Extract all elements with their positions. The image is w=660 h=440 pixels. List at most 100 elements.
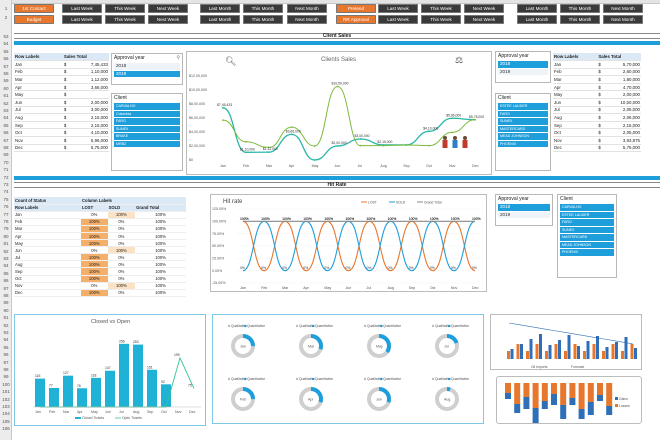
slicer-item-mrbz[interactable]: MRBZ (114, 140, 180, 147)
legend-label: Qualitative (299, 324, 315, 328)
client-slicer-right[interactable]: Client ESTEE LAUDER FARO SUNEX MASTERCARD ME… (495, 93, 551, 171)
gain-bar (597, 383, 603, 395)
slicer-item-mead-johnson[interactable]: MEAD JOHNSON (560, 241, 614, 248)
table-row: Nov 0% 100% 100% (14, 282, 186, 290)
client-slicer-hit[interactable]: Client CARVALHO ESTEE LAUDER FARO SUNEX MAST… (557, 194, 617, 278)
approval-year-slicer-right[interactable]: Approval year 2018 2019 (495, 51, 551, 83)
slicer-item-mastercard[interactable]: MASTERCARD (560, 234, 614, 241)
filter-button-next-month[interactable]: Next Month (287, 15, 327, 24)
mini-bar (516, 344, 520, 359)
filter-button-last-month[interactable]: Last Month (517, 15, 557, 24)
filter-button-last-week[interactable]: Last Week (378, 4, 418, 13)
slicer-item-faro[interactable]: FARO (114, 118, 180, 125)
filter-button-last-week[interactable]: Last Week (62, 4, 102, 13)
slicer-item-columbia[interactable]: Columbia (114, 110, 180, 117)
legend-label: Quantitative (315, 377, 333, 381)
filter-button-1st-contact[interactable]: 1st Contact (14, 4, 54, 13)
legend-swatch (243, 324, 247, 328)
slicer-item-estee-lauder[interactable]: ESTEE LAUDER (560, 211, 614, 218)
client-slicer-left[interactable]: Client CARVALHO Columbia FARO SUNEX BRAKE MRB… (111, 93, 183, 171)
slicer-item-mead-johnson[interactable]: MEAD JOHNSON (498, 133, 548, 140)
table-cell: $ (597, 121, 605, 130)
data-label: 100% (303, 217, 312, 221)
slicer-item-sunex[interactable]: SUNEX (498, 118, 548, 125)
filter-button-this-week[interactable]: This Week (421, 15, 461, 24)
filter-button-rr-approval[interactable]: RR Approval (336, 15, 376, 24)
data-label: 115 (35, 374, 41, 378)
slicer-item-sunex[interactable]: SUNEX (114, 125, 180, 132)
slicer-item-sunex[interactable]: SUNEX (560, 226, 614, 233)
approval-year-slicer-left[interactable]: Approval year 2018 2019 ⚲ (111, 53, 183, 85)
filter-button-next-month[interactable]: Next Month (287, 4, 327, 13)
mini-bar (577, 346, 580, 359)
filter-button-this-month[interactable]: This Month (243, 15, 283, 24)
x-tick-label: Nov (449, 164, 456, 168)
data-label: 0% (303, 266, 308, 270)
right-sales-pivot: Row Labels Sales Total Jan $5,70,000 Feb $2,6… (553, 53, 641, 153)
filter-button-this-month[interactable]: This Month (560, 4, 600, 13)
filter-button-last-week[interactable]: Last Week (62, 15, 102, 24)
y-tick-label: -25.00% (212, 281, 226, 285)
filter-button-budget[interactable]: Budget (14, 15, 54, 24)
filter-button-next-month[interactable]: Next Month (603, 15, 643, 24)
slicer-item-faro[interactable]: FARO (498, 110, 548, 117)
slicer-item-faro[interactable]: FARO (560, 219, 614, 226)
table-cell: 2,15,000 (71, 113, 109, 122)
filter-button-this-week[interactable]: This Week (421, 4, 461, 13)
legend-swatch (227, 377, 231, 381)
table-cell: Aug (14, 260, 81, 269)
filter-button-this-week[interactable]: This Week (105, 15, 145, 24)
x-tick-label: Feb (243, 164, 249, 168)
slicer-item-2019[interactable]: 2019 (498, 211, 550, 218)
table-cell: 0% (107, 267, 136, 276)
legend-swatch (363, 377, 367, 381)
x-tick-label: Jun (345, 286, 351, 290)
filter-button-last-week[interactable]: Last Week (378, 15, 418, 24)
slicer-item-2018[interactable]: 2018 (498, 204, 550, 211)
data-label: 100% (409, 217, 418, 221)
table-cell: 100% (80, 218, 108, 226)
filter-button-next-week[interactable]: Next Week (148, 15, 188, 24)
row-number: 97 (3, 359, 9, 365)
table-cell: Mar (14, 75, 63, 84)
slicer-item-carvalho[interactable]: CARVALHO (114, 103, 180, 110)
table-cell: 100% (80, 260, 108, 269)
sales-point (359, 138, 362, 140)
filter-button-this-month[interactable]: This Month (243, 4, 283, 13)
slicer-item-mastercard[interactable]: MASTERCARD (498, 125, 548, 132)
filter-icon[interactable]: ⚲ (176, 55, 180, 61)
mini-bar (605, 347, 609, 359)
table-cell: $ (597, 68, 605, 77)
table-cell: Apr (553, 83, 598, 92)
column-header: Column Labels (80, 197, 186, 205)
slicer-item-phoenix[interactable]: PHOENIX (560, 249, 614, 256)
table-cell: $ (597, 60, 605, 69)
filter-button-last-month[interactable]: Last Month (517, 4, 557, 13)
y-tick-label: $6,00,000 (189, 116, 205, 120)
slicer-item-2019[interactable]: 2019 (498, 68, 548, 75)
slicer-item-2018[interactable]: 2018 (114, 63, 180, 70)
data-label: $2,00,000 (332, 141, 347, 145)
slicer-item-phoenix[interactable]: PHOENIX (498, 140, 548, 147)
filter-button-next-month[interactable]: Next Month (603, 4, 643, 13)
row-number: 1 (4, 6, 8, 11)
legend-label: Qualitative (435, 377, 451, 381)
slicer-item-estee-lauder[interactable]: ESTEE LAUDER (498, 103, 548, 110)
data-label: 0% (451, 266, 456, 270)
filter-button-next-week[interactable]: Next Week (464, 15, 504, 24)
filter-button-next-week[interactable]: Next Week (464, 4, 504, 13)
filter-button-last-month[interactable]: Last Month (200, 15, 240, 24)
filter-button-pretend[interactable]: Pretend (336, 4, 376, 13)
filter-button-this-month[interactable]: This Month (560, 15, 600, 24)
slicer-item-2019[interactable]: 2019 (114, 70, 180, 77)
filter-button-last-month[interactable]: Last Month (200, 4, 240, 13)
filter-button-this-week[interactable]: This Week (105, 4, 145, 13)
scales-icon: ⚖ (455, 55, 464, 65)
table-row: Aug $2,06,000 (553, 113, 641, 122)
approval-year-slicer-hit[interactable]: Approval year 2018 2019 (495, 194, 553, 226)
slicer-item-carvalho[interactable]: CARVALHO (560, 204, 614, 211)
slicer-item-2018[interactable]: 2018 (498, 61, 548, 68)
slicer-item-brake[interactable]: BRAKE (114, 133, 180, 140)
filter-button-next-week[interactable]: Next Week (148, 4, 188, 13)
row-number: 67 (3, 137, 9, 143)
